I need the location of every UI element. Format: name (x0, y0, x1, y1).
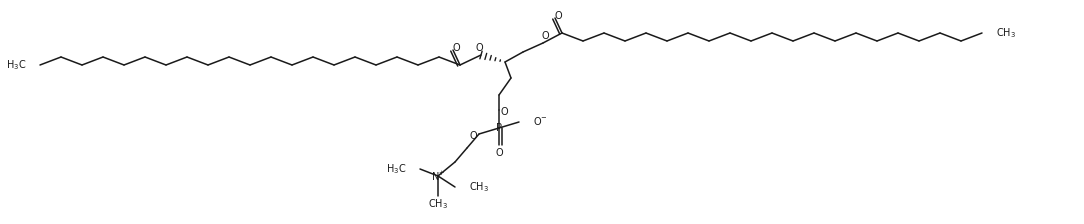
Text: O: O (469, 131, 477, 141)
Text: O: O (541, 31, 549, 41)
Text: O: O (475, 43, 482, 53)
Text: P: P (496, 123, 502, 133)
Text: O: O (500, 107, 507, 117)
Text: N$^{+}$: N$^{+}$ (430, 169, 446, 183)
Text: H$_3$C: H$_3$C (386, 162, 406, 176)
Text: CH$_3$: CH$_3$ (428, 197, 448, 211)
Text: CH$_3$: CH$_3$ (469, 180, 489, 194)
Text: O: O (452, 43, 460, 53)
Text: O$^{-}$: O$^{-}$ (533, 115, 547, 127)
Text: O: O (495, 148, 503, 158)
Text: H$_3$C: H$_3$C (5, 58, 26, 72)
Text: O: O (554, 11, 562, 21)
Text: CH$_3$: CH$_3$ (996, 26, 1016, 40)
